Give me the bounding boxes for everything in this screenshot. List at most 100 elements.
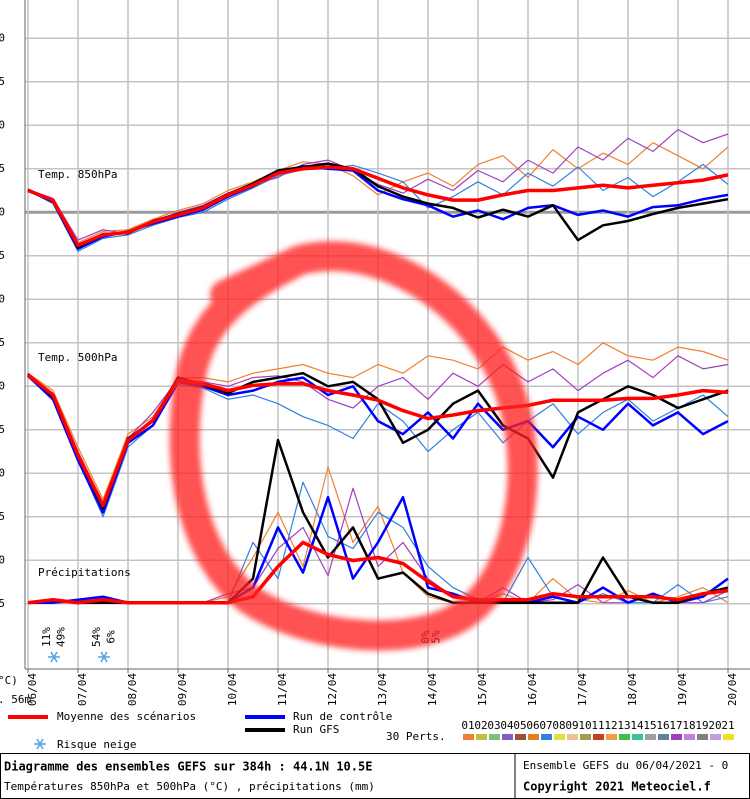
y-tick-label: -5 (0, 249, 5, 262)
snow-risk-label: 54% (90, 627, 103, 647)
perturbation-swatch (632, 734, 643, 740)
y-tick-label: -10 (0, 292, 5, 305)
perturbations-label: 30 Perts. (386, 730, 446, 743)
x-tick-label: 11/04 (276, 673, 289, 706)
y-tick-label: -45 (0, 597, 5, 610)
perturbation-swatch (593, 734, 604, 740)
snow-risk-label: 11% (40, 627, 53, 647)
panel-label: Temp. 850hPa (38, 168, 117, 181)
y-tick-label: -40 (0, 553, 5, 566)
x-tick-label: 10/04 (226, 673, 239, 706)
x-tick-label: 06/04 (26, 673, 39, 706)
series-line (27, 165, 729, 248)
perturbation-swatch (463, 734, 474, 740)
x-tick-label: 09/04 (176, 673, 189, 706)
perturbation-label: 15 (643, 719, 656, 732)
perturbation-label: 05 (513, 719, 526, 732)
series-line (27, 342, 729, 500)
y-tick-label: 5 (0, 162, 5, 175)
y-tick-label: -25 (0, 423, 5, 436)
x-tick-label: 19/04 (676, 673, 689, 706)
x-tick-label: 20/04 (726, 673, 739, 706)
x-tick-label: 12/04 (326, 673, 339, 706)
perturbation-label: 19 (695, 719, 708, 732)
legend-label: Run de contrôle (293, 710, 392, 723)
panel-label: Précipitations (38, 566, 131, 579)
perturbation-swatch (489, 734, 500, 740)
perturbation-label: 09 (565, 719, 578, 732)
y-tick-label: -20 (0, 379, 5, 392)
altitude: . 56m (0, 693, 31, 706)
perturbation-swatch (580, 734, 591, 740)
series-line (27, 540, 729, 605)
perturbation-label: 03 (487, 719, 500, 732)
perturbation-label: 16 (656, 719, 669, 732)
perturbation-label: 18 (682, 719, 695, 732)
x-tick-label: 15/04 (476, 673, 489, 706)
footer-title: Diagramme des ensembles GEFS sur 384h : … (4, 760, 372, 774)
perturbation-label: 21 (721, 719, 734, 732)
perturbation-label: 04 (500, 719, 514, 732)
perturbation-swatch (502, 734, 513, 740)
x-tick-label: 17/04 (576, 673, 589, 706)
perturbation-swatch (658, 734, 669, 740)
perturbation-label: 12 (604, 719, 617, 732)
legend-label: Moyenne des scénarios (57, 710, 196, 723)
red-circle-annotation (169, 241, 538, 651)
series-line (27, 355, 729, 505)
perturbation-swatch (684, 734, 695, 740)
lines: 11% 49% 54% 6% 0%5% (26, 129, 729, 663)
y-tick-label: -35 (0, 510, 5, 523)
series-line (26, 373, 729, 508)
perturbation-swatch (645, 734, 656, 740)
snow-risk-label: 49% (54, 627, 67, 647)
perturbation-swatch (723, 734, 734, 740)
perturbation-swatch (697, 734, 708, 740)
perturbation-label: 14 (630, 719, 644, 732)
perturbation-swatch (567, 734, 578, 740)
snow-legend: Risque neige (57, 738, 136, 751)
x-tick-label: 07/04 (76, 673, 89, 706)
perturbation-label: 07 (539, 719, 552, 732)
perturbation-label: 17 (669, 719, 682, 732)
y-tick-label: -30 (0, 466, 5, 479)
perturbation-swatch (476, 734, 487, 740)
x-tick-label: 13/04 (376, 673, 389, 706)
y-tick-label: -15 (0, 336, 5, 349)
series-line (27, 374, 729, 514)
y-tick-label: 0 (0, 205, 5, 218)
footer-copyright: Copyright 2021 Meteociel.f (523, 780, 711, 794)
perturbation-swatch (541, 734, 552, 740)
perturbation-label: 02 (474, 719, 487, 732)
y-tick-label: 10 (0, 118, 5, 131)
footer-subtitle: Températures 850hPa et 500hPa (°C) , pré… (4, 780, 375, 793)
x-tick-label: 14/04 (426, 673, 439, 706)
perturbation-label: 11 (591, 719, 604, 732)
x-tick-label: 18/04 (626, 673, 639, 706)
perturbation-label: 08 (552, 719, 565, 732)
footer-run: Ensemble GEFS du 06/04/2021 - 0 (523, 759, 728, 772)
perturbation-swatch (671, 734, 682, 740)
legend-label: Run GFS (293, 723, 339, 736)
perturbation-swatch (619, 734, 630, 740)
y-unit: °C) (0, 674, 18, 687)
perturbation-label: 20 (708, 719, 721, 732)
y-tick-label: 15 (0, 75, 5, 88)
perturbation-swatch (606, 734, 617, 740)
perturbation-swatch (710, 734, 721, 740)
snow-risk-label: 6% (104, 630, 117, 644)
perturbation-label: 06 (526, 719, 539, 732)
perturbation-swatch (515, 734, 526, 740)
x-tick-label: 16/04 (526, 673, 539, 706)
perturbation-label: 13 (617, 719, 630, 732)
y-tick-label: 20 (0, 31, 5, 44)
panel-label: Temp. 500hPa (38, 351, 117, 364)
perturbation-label: 01 (461, 719, 474, 732)
series-line (27, 142, 729, 244)
perturbation-swatch (554, 734, 565, 740)
perturbation-swatch (528, 734, 539, 740)
legend: Risque neige 30 Perts. Moyenne des scéna… (8, 710, 735, 751)
footer: Diagramme des ensembles GEFS sur 384h : … (0, 753, 750, 799)
